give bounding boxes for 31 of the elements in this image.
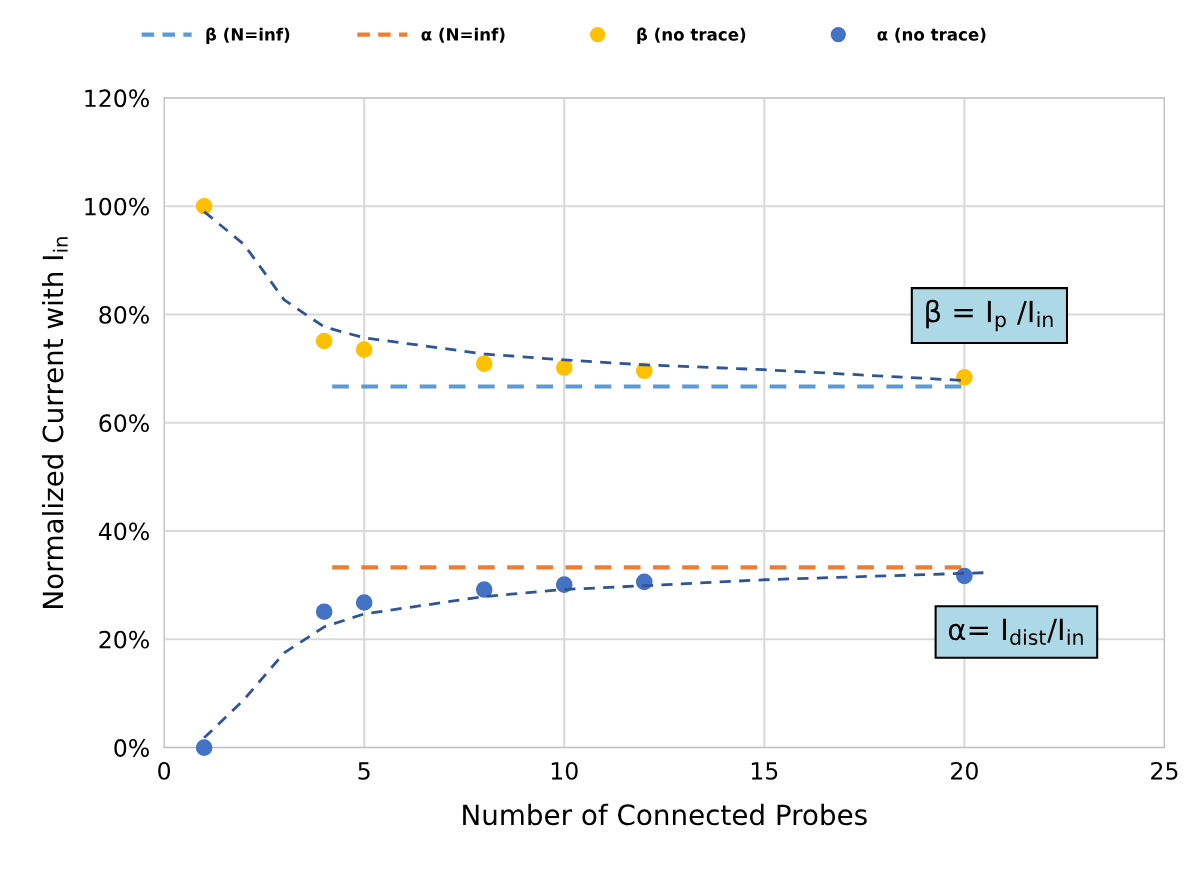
y-tick-label: 40% <box>98 522 149 541</box>
legend-label: α (N=inf) <box>421 27 505 43</box>
y-tick-label: 0% <box>114 739 149 757</box>
x-tick-label: 15 <box>751 762 778 780</box>
point <box>475 355 493 373</box>
point <box>195 197 213 215</box>
x-tick-label: 10 <box>551 761 578 780</box>
annotation: α= I$_{dist}$/I$_{in}$ <box>948 618 1083 646</box>
point <box>475 581 493 598</box>
x-axis-title: Number of Connected Probes <box>463 803 867 826</box>
legend-label: α (no trace) <box>877 27 986 43</box>
x-tick-label: 5 <box>358 762 370 780</box>
x-tick-label: 25 <box>1151 761 1178 780</box>
point <box>555 359 573 376</box>
x-tick-label: 0 <box>158 761 171 780</box>
point <box>956 368 973 386</box>
y-axis-title: Normalized Current with I$_{in}$ <box>41 237 68 608</box>
point <box>355 341 373 358</box>
x-tick-label: 20 <box>951 761 978 780</box>
point <box>315 603 333 621</box>
point <box>315 332 333 350</box>
annotation: β = I$_{p}$ /I$_{in}$ <box>926 299 1053 332</box>
point <box>195 739 213 756</box>
y-tick-label: 120% <box>85 89 149 108</box>
legend-label: β (no trace) <box>637 27 746 44</box>
legend-label: β (N=inf) <box>206 27 290 44</box>
y-tick-label: 20% <box>99 630 149 649</box>
y-tick-label: 60% <box>99 414 149 433</box>
y-tick-label: 80% <box>99 305 149 324</box>
y-tick-label: 100% <box>85 197 149 216</box>
point <box>355 594 373 611</box>
